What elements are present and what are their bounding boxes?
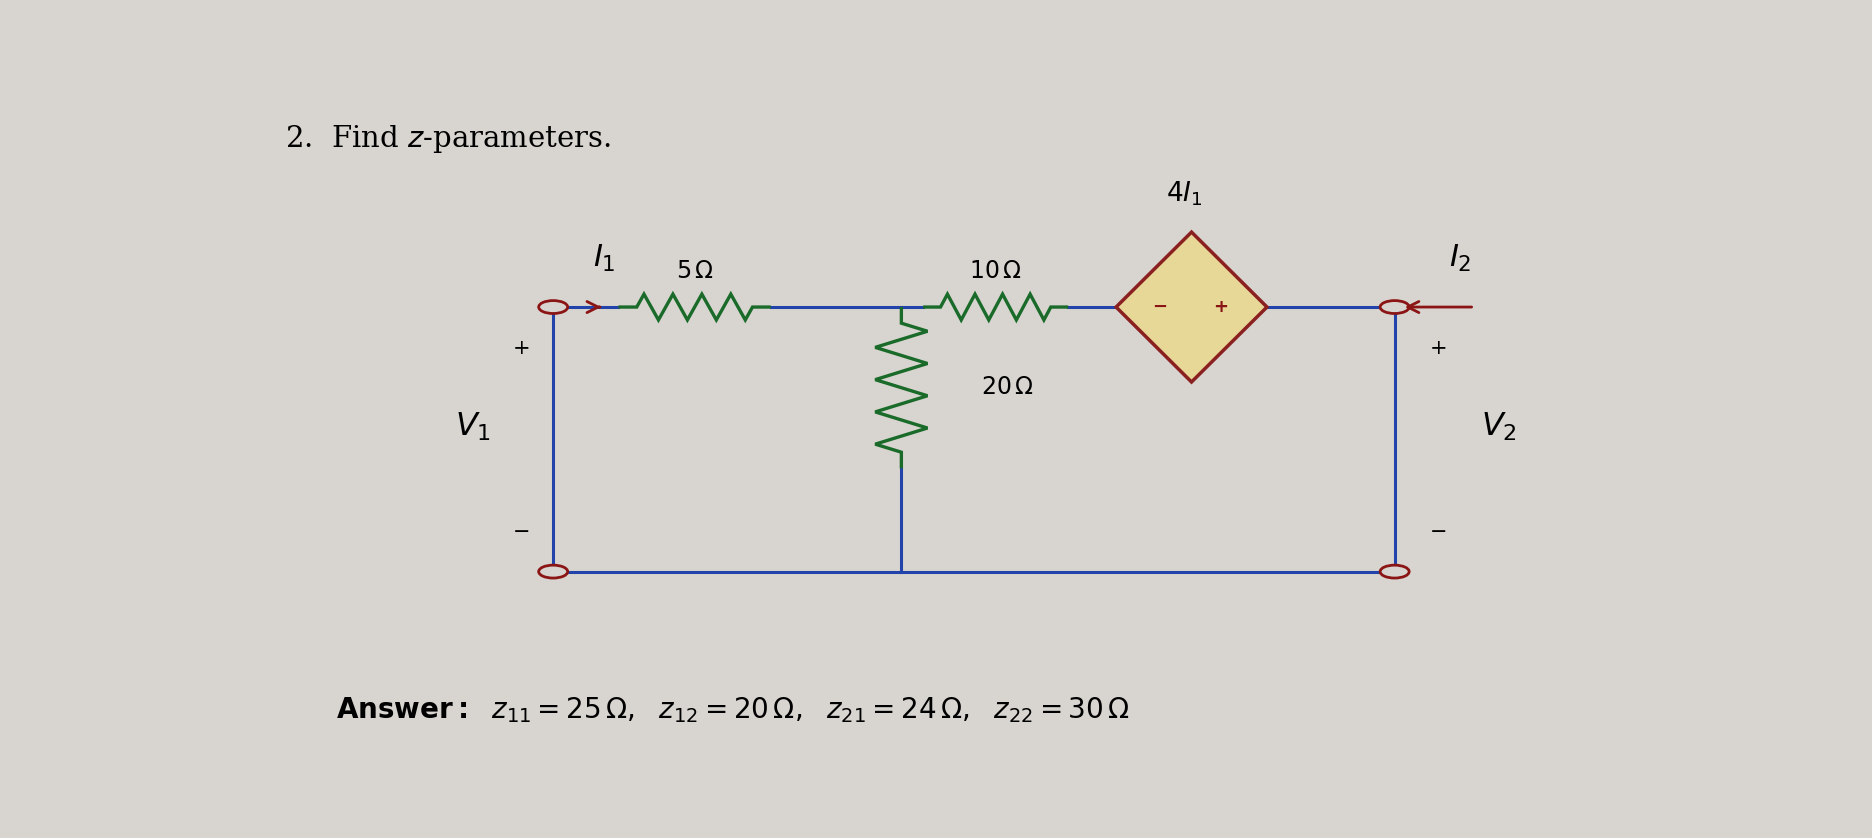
Circle shape [539, 301, 567, 313]
Text: $10\,\Omega$: $10\,\Omega$ [970, 260, 1022, 283]
Text: −: − [1151, 298, 1166, 316]
Text: $5\,\Omega$: $5\,\Omega$ [676, 260, 713, 283]
Text: $I_1$: $I_1$ [593, 243, 616, 274]
Text: +: + [513, 339, 530, 359]
Text: 2.  Find $z$-parameters.: 2. Find $z$-parameters. [285, 123, 610, 155]
Text: $\mathbf{Answer:}$  $z_{11} = 25\,\Omega,\ \ z_{12} = 20\,\Omega,\ \ z_{21} = 24: $\mathbf{Answer:}$ $z_{11} = 25\,\Omega,… [335, 696, 1129, 725]
Text: −: − [513, 524, 530, 542]
Text: −: − [1430, 524, 1447, 542]
Circle shape [1380, 301, 1410, 313]
Polygon shape [1116, 232, 1267, 382]
Text: $V_1$: $V_1$ [455, 411, 490, 442]
Text: +: + [1213, 298, 1228, 316]
Circle shape [539, 565, 567, 578]
Text: +: + [1430, 339, 1447, 359]
Text: $I_2$: $I_2$ [1449, 243, 1471, 274]
Text: $4I_1$: $4I_1$ [1166, 179, 1202, 208]
Text: $V_2$: $V_2$ [1481, 411, 1516, 442]
Text: $20\,\Omega$: $20\,\Omega$ [981, 376, 1033, 399]
Circle shape [1380, 565, 1410, 578]
